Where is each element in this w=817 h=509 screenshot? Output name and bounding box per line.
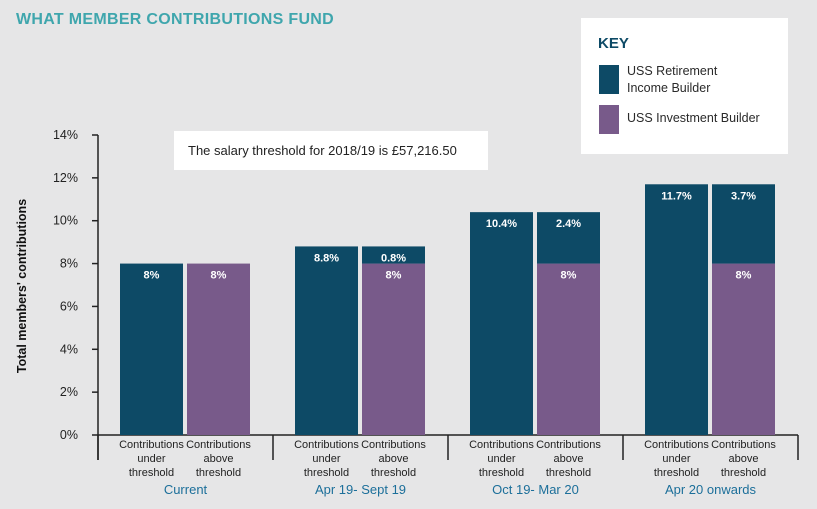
y-tick-label: 4% — [60, 342, 78, 356]
bar-category-label: Contributions — [536, 439, 601, 451]
bar-value-label: 0.8% — [381, 252, 406, 264]
bar-segment — [295, 246, 358, 435]
y-tick-label: 2% — [60, 385, 78, 399]
chart-title: WHAT MEMBER CONTRIBUTIONS FUND — [16, 11, 335, 28]
threshold-note-text: The salary threshold for 2018/19 is £57,… — [188, 143, 457, 158]
y-tick-label: 14% — [53, 128, 78, 142]
bar-category-label: threshold — [479, 467, 524, 479]
group-label: Apr 19- Sept 19 — [315, 482, 406, 497]
bar-category-label: threshold — [654, 467, 699, 479]
group-label: Oct 19- Mar 20 — [492, 482, 579, 497]
bar-category-label: threshold — [129, 467, 174, 479]
bar-value-label: 10.4% — [486, 218, 517, 230]
bar-value-label: 8% — [211, 270, 227, 282]
bar-category-label: under — [487, 453, 515, 465]
bar-category-label: Contributions — [294, 439, 359, 451]
legend-swatch-retirement-income-builder — [599, 65, 619, 94]
bar-category-label: under — [137, 453, 165, 465]
bar-value-label: 11.7% — [661, 190, 692, 202]
legend-label-line: USS Investment Builder — [627, 111, 760, 125]
bar-value-label: 8% — [736, 270, 752, 282]
bar-category-label: Contributions — [469, 439, 534, 451]
bar-segment — [187, 263, 250, 435]
y-tick-label: 10% — [53, 214, 78, 228]
y-tick-label: 8% — [60, 257, 78, 271]
bar-category-label: threshold — [721, 467, 766, 479]
bar-category-label: above — [554, 453, 584, 465]
bar-value-label: 2.4% — [556, 218, 581, 230]
bar-segment — [712, 184, 775, 264]
legend-title: KEY — [598, 35, 629, 52]
bar-category-label: Contributions — [644, 439, 709, 451]
bar-segment — [712, 263, 775, 435]
bar-segment — [537, 212, 600, 264]
bar-category-label: threshold — [304, 467, 349, 479]
y-tick-label: 6% — [60, 299, 78, 313]
bar-category-label: Contributions — [186, 439, 251, 451]
bar-category-label: Contributions — [119, 439, 184, 451]
bar-value-label: 8.8% — [314, 252, 339, 264]
bar-category-label: Contributions — [711, 439, 776, 451]
y-axis-label: Total members' contributions — [15, 199, 29, 373]
bar-category-label: threshold — [546, 467, 591, 479]
legend-swatch-investment-builder — [599, 105, 619, 134]
threshold-note: The salary threshold for 2018/19 is £57,… — [174, 131, 488, 170]
bar-segment — [537, 263, 600, 435]
bar-segment — [470, 212, 533, 435]
bar-category-label: above — [729, 453, 759, 465]
bar-value-label: 8% — [561, 270, 577, 282]
bar-value-label: 8% — [144, 270, 160, 282]
bar-category-label: above — [204, 453, 234, 465]
legend-label-line: USS Retirement — [627, 64, 718, 78]
bar-segment — [362, 263, 425, 435]
bar-value-label: 8% — [386, 270, 402, 282]
bar-category-label: above — [379, 453, 409, 465]
bar-segment — [120, 263, 183, 435]
y-tick-label: 0% — [60, 428, 78, 442]
bar-category-label: under — [662, 453, 690, 465]
legend-label-line: Income Builder — [627, 81, 711, 95]
legend: KEY USS Retirement Income Builder USS In… — [581, 18, 788, 154]
bar-category-label: under — [312, 453, 340, 465]
bar-segment — [645, 184, 708, 435]
bar-category-label: threshold — [196, 467, 241, 479]
bar-category-label: threshold — [371, 467, 416, 479]
y-tick-label: 12% — [53, 171, 78, 185]
bar-category-label: Contributions — [361, 439, 426, 451]
group-label: Current — [164, 482, 208, 497]
group-label: Apr 20 onwards — [665, 482, 757, 497]
bar-segment — [362, 246, 425, 264]
legend-label-retirement-income-builder: USS Retirement Income Builder — [627, 63, 717, 97]
legend-label-investment-builder: USS Investment Builder — [627, 110, 760, 127]
bar-value-label: 3.7% — [731, 190, 756, 202]
